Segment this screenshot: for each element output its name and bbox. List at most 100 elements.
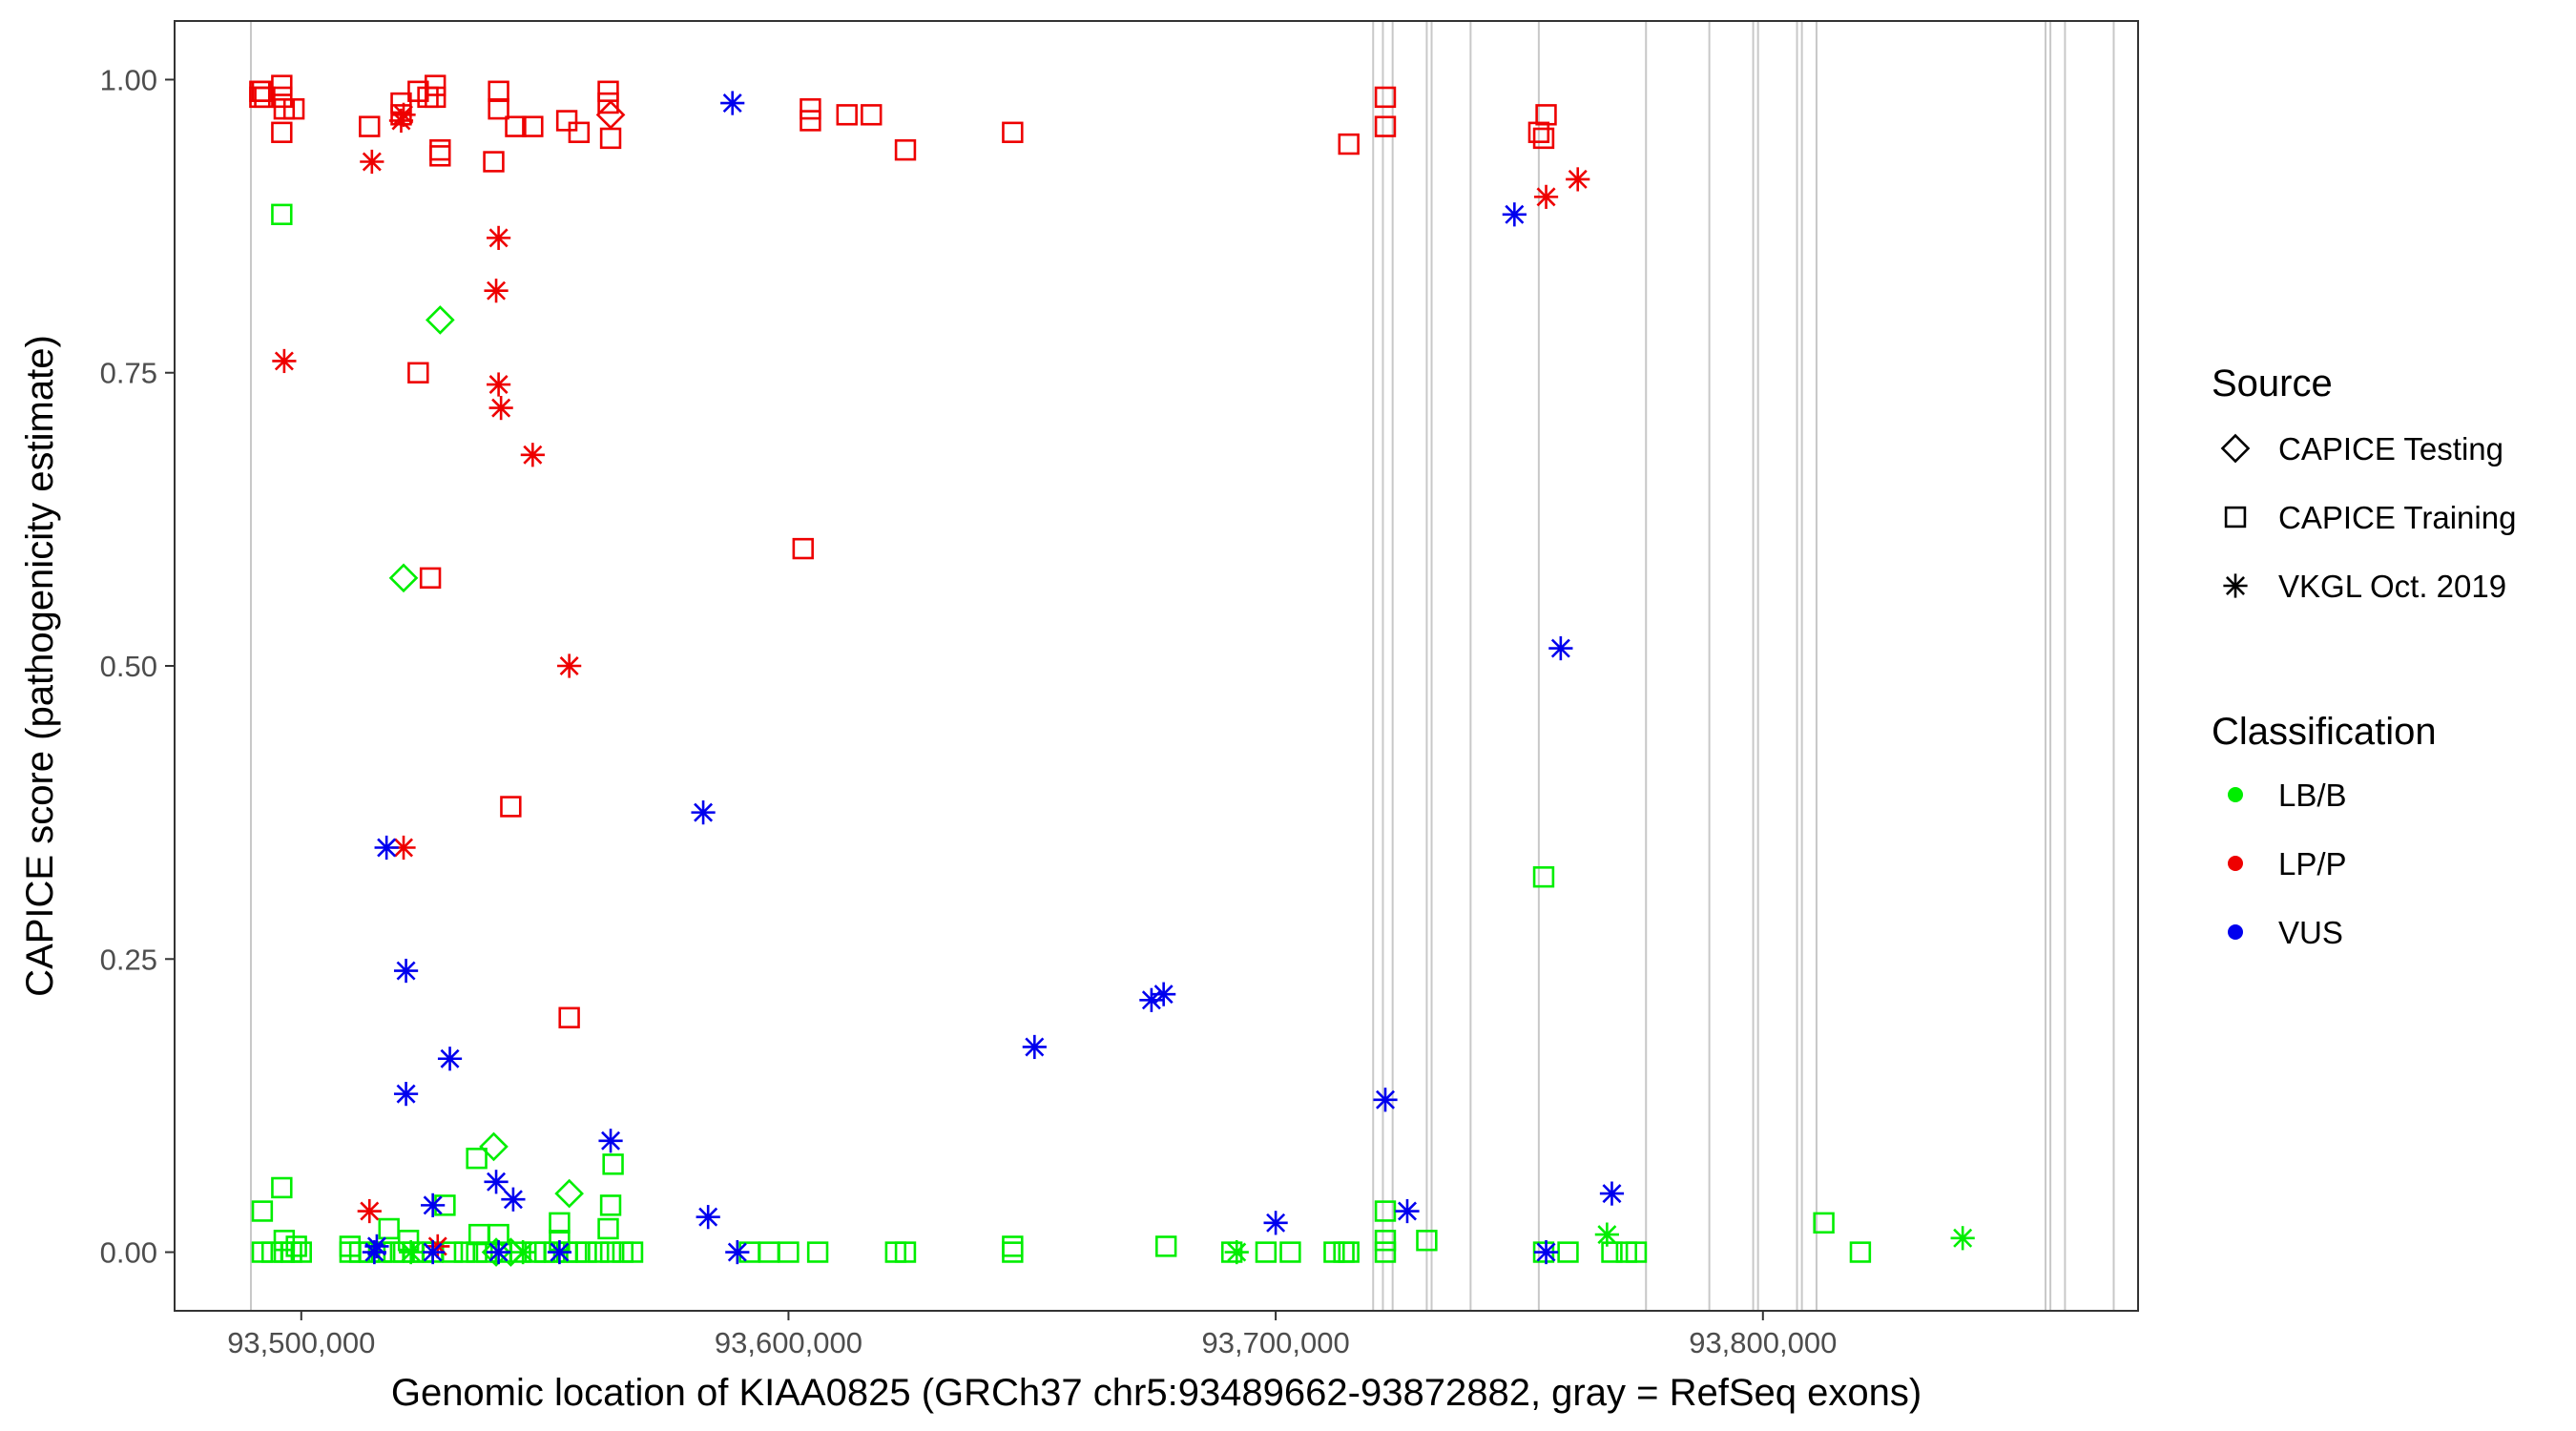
data-point-square (597, 1217, 619, 1240)
data-point-square (599, 1241, 622, 1263)
data-point-asterisk (547, 1239, 572, 1265)
data-point-asterisk (557, 653, 582, 678)
data-point-diamond (479, 1131, 509, 1162)
y-tick-label: 0.75 (100, 357, 157, 390)
data-point-diamond (425, 305, 455, 335)
legend-key-asterisk (2223, 573, 2248, 598)
data-point-asterisk (1022, 1034, 1047, 1060)
data-point-square (1338, 133, 1360, 156)
data-point-asterisk (484, 1170, 509, 1194)
data-point-square (271, 121, 293, 143)
data-point-square (1849, 1241, 1872, 1263)
data-point-asterisk (486, 225, 511, 250)
data-point-square (1155, 1235, 1177, 1257)
data-point-square (1532, 127, 1555, 150)
data-point-square (1002, 1241, 1024, 1263)
legend-classification-items: LB/B LP/P VUS (2228, 778, 2347, 950)
data-point-square (407, 362, 429, 384)
data-point-asterisk (391, 835, 416, 861)
data-point-diamond (388, 563, 419, 593)
data-point-asterisk (1373, 1088, 1398, 1112)
y-axis-title: CAPICE score (pathogenicity estimate) (19, 335, 61, 997)
data-point-asterisk (1395, 1198, 1420, 1224)
data-point-square (1535, 104, 1557, 126)
data-point-asterisk (1950, 1226, 1975, 1251)
data-point-asterisk (391, 102, 416, 127)
data-point-square (273, 1230, 296, 1252)
data-point-square (1625, 1241, 1648, 1263)
data-point-asterisk (696, 1205, 720, 1230)
data-point-asterisk (486, 1239, 511, 1265)
data-point-square (894, 139, 917, 161)
data-point-asterisk (1599, 1181, 1625, 1206)
x-tick-label: 93,500,000 (227, 1326, 375, 1359)
data-point-square (1416, 1230, 1438, 1252)
legend-source-label: CAPICE Testing (2278, 431, 2503, 467)
data-point-square (800, 97, 821, 120)
data-point-square (271, 1176, 293, 1199)
data-point-asterisk (1502, 202, 1527, 227)
data-point-square (555, 110, 578, 132)
data-point-asterisk (1533, 1239, 1559, 1265)
exon-lines (249, 21, 2115, 1311)
data-point-square (1374, 1241, 1397, 1263)
data-point-asterisk (357, 1198, 382, 1224)
data-point-square (1002, 1235, 1024, 1257)
data-point-square (271, 203, 293, 225)
data-point-square (597, 92, 619, 114)
data-point-asterisk (720, 91, 745, 115)
data-point-square (483, 151, 505, 173)
data-point-square (419, 567, 442, 590)
data-point-square (1279, 1241, 1301, 1263)
data-point-square (1374, 115, 1397, 137)
data-point-asterisk (393, 958, 419, 984)
data-point-square (599, 1194, 622, 1216)
legend: Source CAPICE Testing CAPICE Training VKGL… (2212, 363, 2516, 950)
data-point-asterisk (421, 1192, 446, 1217)
data-point-square (588, 1241, 610, 1263)
legend-key-dot (2228, 924, 2243, 940)
data-point-square (621, 1241, 644, 1263)
data-point-diamond (595, 99, 626, 130)
data-point-square (359, 115, 381, 137)
data-point-square (282, 97, 305, 120)
legend-source-items: CAPICE Testing CAPICE Training VKGL Oct. 2… (2220, 431, 2516, 604)
data-point-asterisk (1533, 184, 1559, 209)
data-point-asterisk (1224, 1239, 1249, 1265)
data-point-square (549, 1212, 571, 1234)
data-point-asterisk (374, 835, 399, 861)
data-point-asterisk (598, 1129, 623, 1153)
data-point-asterisk (520, 443, 545, 467)
data-point-asterisk (272, 348, 297, 374)
data-point-square (522, 115, 544, 137)
data-point-asterisk (360, 149, 384, 175)
data-point-asterisk (421, 1239, 446, 1265)
plot-panel-border (174, 20, 2139, 1312)
data-point-square (500, 796, 522, 818)
legend-key-dot (2228, 787, 2243, 802)
data-point-asterisk (486, 372, 511, 397)
legend-key-diamond (2220, 433, 2251, 464)
y-tick-label: 0.00 (100, 1236, 157, 1270)
data-point-square (836, 104, 858, 126)
data-point-diamond (554, 1178, 584, 1209)
data-point-diamond (481, 1237, 511, 1267)
data-point-square (558, 1006, 580, 1028)
data-point-square (792, 537, 814, 560)
data-point-square (425, 74, 447, 96)
data-point-asterisk (1566, 167, 1590, 192)
y-tick-label: 0.50 (100, 650, 157, 683)
legend-classification-label: LB/B (2278, 778, 2347, 813)
data-point-square (254, 86, 276, 109)
data-point-asterisk (1548, 635, 1573, 661)
legend-source-title: Source (2212, 363, 2333, 404)
data-point-square (425, 86, 447, 109)
data-point-asterisk (1152, 982, 1176, 1006)
data-point-square (861, 104, 883, 126)
data-point-square (599, 127, 622, 150)
data-point-square (1601, 1241, 1623, 1263)
data-point-square (285, 1235, 307, 1257)
x-axis: 93,500,000 93,600,000 93,700,000 93,800,000 (227, 1311, 1837, 1359)
data-points (249, 74, 1975, 1267)
